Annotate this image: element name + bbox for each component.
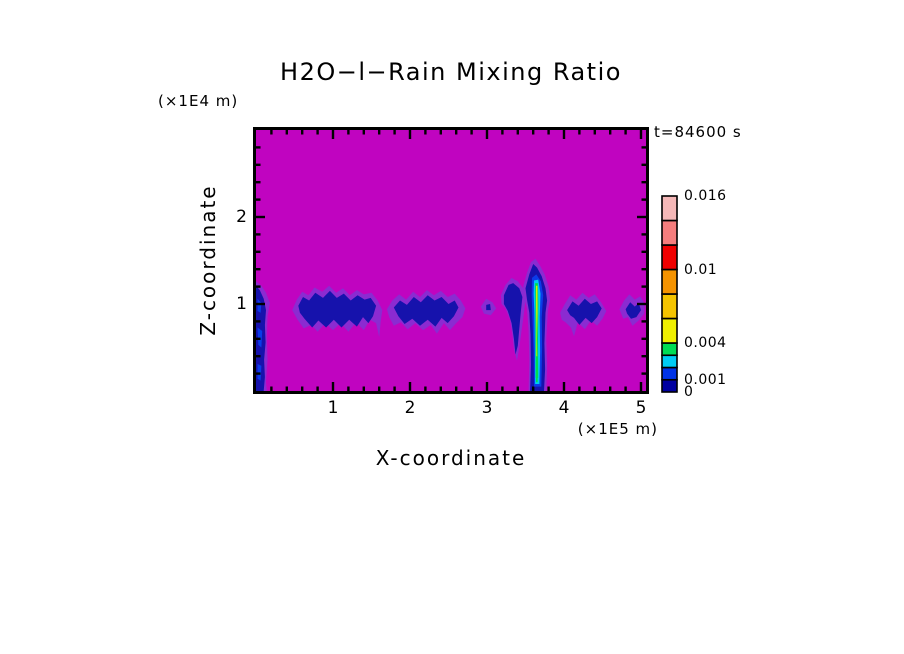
colorbar-segment-4 (661, 317, 678, 344)
colorbar (661, 195, 678, 393)
x-tick-label-3: 3 (481, 398, 493, 418)
colorbar-segment-1 (661, 366, 678, 381)
colorbar-segment-5 (661, 293, 678, 320)
colorbar-label-0.016: 0.016 (684, 188, 727, 204)
plot-border (253, 127, 649, 394)
colorbar-segment-0 (661, 378, 678, 393)
colorbar-label-0: 0 (684, 384, 694, 400)
x-tick-label-4: 4 (558, 398, 570, 418)
colorbar-segment-9 (661, 195, 678, 222)
feature-band2-navy (393, 295, 459, 327)
field-background (256, 130, 646, 391)
x-axis-unit-label: (×1E5 m) (577, 420, 658, 438)
x-tick-label-1: 1 (327, 398, 339, 418)
feature-left-edge-blue-3 (257, 364, 262, 381)
feature-band4-navy (567, 298, 602, 325)
heatmap-plot-area (253, 127, 649, 394)
y-tick-label-1: 1 (236, 294, 247, 314)
colorbar-segment-6 (661, 268, 678, 295)
colorbar-label-0.01: 0.01 (684, 261, 718, 278)
x-axis-title: X-coordinate (375, 446, 527, 470)
feature-dot-navy (486, 304, 491, 311)
y-axis-unit-label: (×1E4 m) (158, 92, 239, 110)
feature-tail-plume-navy (503, 283, 523, 355)
colorbar-segment-3 (661, 342, 678, 357)
feature-band1-navy (298, 290, 377, 328)
chart-title: H2O−l−Rain Mixing Ratio (280, 58, 622, 86)
y-tick-label-2: 2 (236, 207, 247, 227)
colorbar-segment-2 (661, 354, 678, 369)
x-tick-label-2: 2 (404, 398, 416, 418)
rain-features (256, 258, 645, 391)
time-annotation: t=84600 s (654, 123, 742, 141)
colorbar-label-0.001: 0.001 (684, 371, 727, 388)
feature-left-edge-blue-1 (257, 298, 262, 313)
feature-shaft-yellow (536, 285, 538, 357)
feature-left-edge-blue-2 (257, 327, 263, 348)
feature-shaft-green-low (535, 360, 538, 383)
colorbar-label-0.004: 0.004 (684, 335, 727, 351)
colorbar-segment-7 (661, 244, 678, 271)
colorbar-segment-8 (661, 219, 678, 246)
feature-band5-navy (625, 302, 641, 319)
x-tick-label-5: 5 (635, 398, 647, 418)
